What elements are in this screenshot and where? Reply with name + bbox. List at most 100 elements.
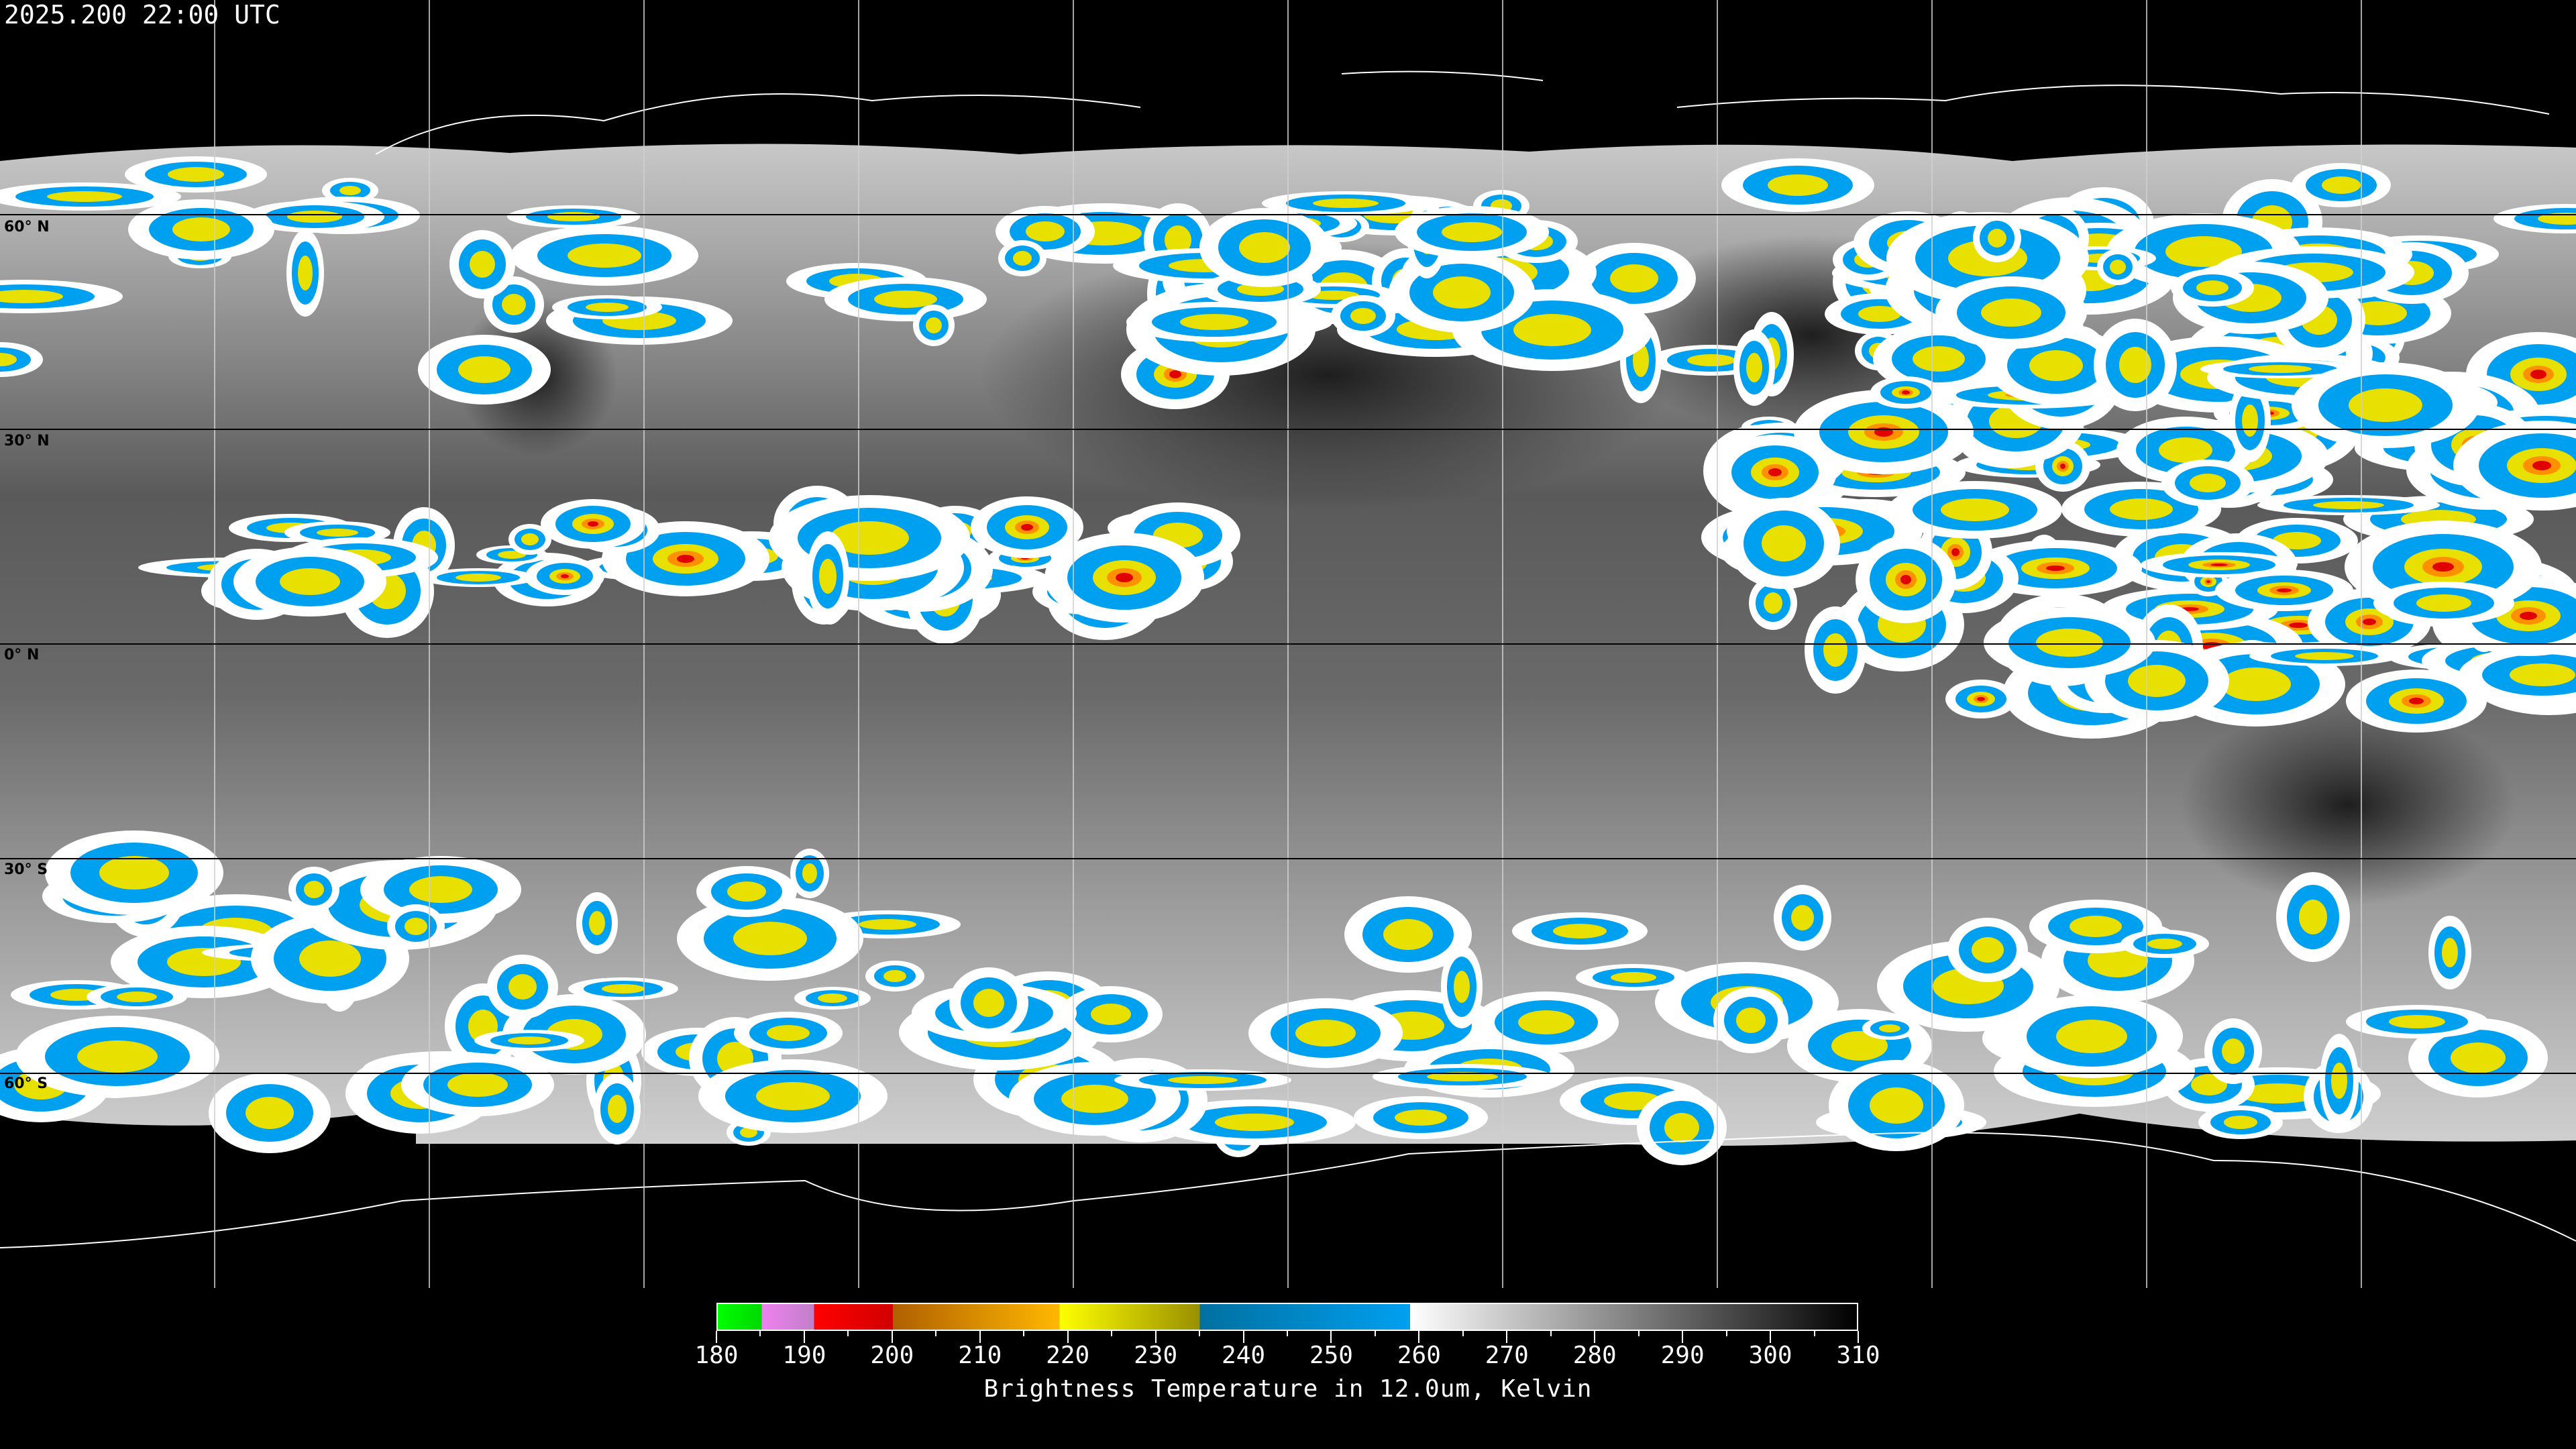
cloud-feature (1687, 354, 1735, 366)
cloud-feature (2110, 260, 2126, 274)
cloud-feature (521, 533, 539, 545)
cloud-feature (1610, 264, 1658, 292)
cloud-feature (299, 941, 361, 977)
cloud-feature (973, 989, 1004, 1017)
colorbar-tick (1725, 1331, 1727, 1336)
cloud-feature (1764, 592, 1782, 614)
colorbar-ticks (716, 1331, 1859, 1344)
cloud-feature (1553, 924, 1607, 938)
cloud-feature (818, 994, 847, 1003)
colorbar-tick (1418, 1331, 1420, 1343)
cloud-feature (2530, 370, 2546, 379)
cloud-feature (168, 167, 224, 182)
cloud-feature (2277, 588, 2292, 592)
cloud-feature (1180, 314, 1248, 330)
cloud-feature (2409, 698, 2424, 704)
colorbar-tick-label: 240 (1222, 1342, 1266, 1369)
cloud-feature (2432, 562, 2454, 572)
colorbar-tick (1023, 1331, 1025, 1336)
cloud-feature (2249, 365, 2312, 373)
cloud-feature (1026, 221, 1065, 241)
cloud-feature (2190, 474, 2226, 492)
cloud-feature (455, 574, 501, 582)
colorbar-gradient (718, 1304, 1857, 1330)
cloud-feature (1307, 290, 1359, 300)
cloud-feature (1870, 1087, 1923, 1124)
cloud-feature (1879, 1024, 1900, 1032)
cloud-feature (246, 1097, 294, 1129)
cloud-feature (608, 1095, 627, 1123)
cloud-feature (819, 559, 837, 594)
lat-label-60n: 60° N (4, 219, 50, 235)
cloud-feature (2196, 280, 2229, 295)
colorbar-tick (1374, 1331, 1376, 1336)
cloud-feature (1116, 573, 1133, 582)
colorbar-tick (1550, 1331, 1552, 1336)
cloud-feature (602, 984, 645, 994)
cloud-feature (1951, 548, 1960, 556)
cloud-feature (1395, 1110, 1447, 1126)
colorbar-tick-label: 220 (1046, 1342, 1090, 1369)
colorbar-tick (1682, 1331, 1684, 1343)
cloud-feature (2222, 1038, 2245, 1064)
cloud-feature (470, 251, 495, 278)
cloud-feature (2221, 667, 2291, 701)
colorbar-tick-label: 190 (782, 1342, 826, 1369)
cloud-feature (1746, 353, 1762, 382)
cloud-feature (1900, 575, 1911, 584)
cloud-feature (2349, 388, 2422, 422)
cloud-feature (1977, 697, 1985, 701)
cloud-feature (2242, 405, 2258, 437)
cloud-feature (1768, 174, 1828, 196)
cloud-feature (1433, 276, 1491, 309)
cloud-feature (1013, 251, 1032, 266)
colorbar-tick-label: 310 (1836, 1342, 1880, 1369)
cloud-feature (2442, 938, 2458, 967)
cloud-feature (2299, 900, 2327, 934)
cloud-feature (1981, 299, 2041, 327)
colorbar-tick-label: 280 (1572, 1342, 1617, 1369)
lat-label-60s: 60° S (4, 1075, 48, 1092)
cloud-feature (733, 922, 807, 955)
cloud-feature (1791, 905, 1814, 930)
cloud-feature (2273, 532, 2321, 549)
cloud-feature (1169, 370, 1181, 378)
cloud-feature (926, 317, 942, 333)
cloud-feature (859, 919, 916, 930)
colorbar-tick (1199, 1331, 1201, 1336)
cloud-feature (2451, 1042, 2506, 1073)
cloud-feature (802, 863, 817, 883)
colorbar (716, 1303, 1858, 1331)
cloud-feature (756, 1082, 830, 1110)
cloud-feature (317, 529, 358, 537)
colorbar-tick-label: 260 (1397, 1342, 1441, 1369)
colorbar-tick (1287, 1331, 1288, 1336)
cloud-feature (2206, 580, 2210, 583)
colorbar-tick (1067, 1331, 1069, 1343)
colorbar-tick (1770, 1331, 1772, 1343)
colorbar-tick (716, 1331, 717, 1343)
cloud-feature (1313, 199, 1379, 208)
colorbar-tick (1638, 1331, 1640, 1336)
colorbar-tick (847, 1331, 849, 1336)
cloud-feature (2036, 629, 2103, 657)
cloud-feature (2046, 566, 2065, 571)
colorbar-tick-label: 210 (958, 1342, 1002, 1369)
colorbar-title: Brightness Temperature in 12.0um, Kelvin (983, 1375, 1593, 1403)
cloud-feature (1513, 314, 1591, 346)
cloud-feature (2322, 176, 2361, 194)
cloud-feature (589, 911, 605, 935)
cloud-feature (2128, 665, 2186, 697)
cloud-feature (588, 521, 598, 527)
cloud-feature (2147, 938, 2182, 949)
cloud-feature (2238, 1083, 2318, 1104)
cloud-feature (1664, 1113, 1699, 1142)
cloud-feature (874, 290, 937, 308)
cloud-feature (727, 881, 766, 902)
cloud-feature (2289, 623, 2308, 628)
cloud-feature (1295, 1020, 1356, 1046)
cloud-feature (1350, 308, 1376, 324)
cloud-feature (1091, 1004, 1131, 1025)
cloud-feature (502, 294, 526, 315)
cloud-feature (568, 244, 641, 268)
